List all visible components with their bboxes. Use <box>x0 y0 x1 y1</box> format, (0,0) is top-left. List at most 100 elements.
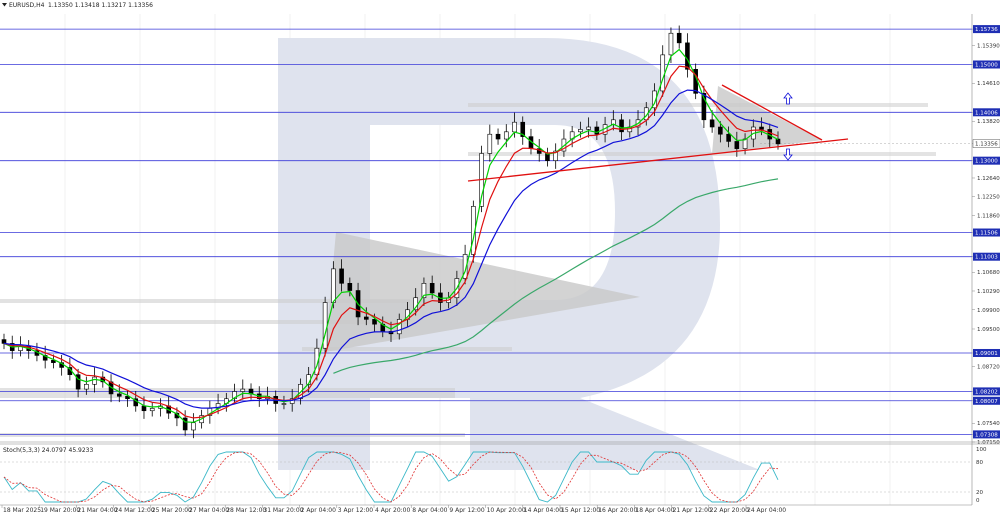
ma-slow-line <box>3 89 779 409</box>
time-tick-label: 3 Apr 12:00 <box>338 507 373 513</box>
candle-body <box>396 319 402 335</box>
level-label-box <box>973 108 1000 117</box>
candle-body <box>462 254 468 279</box>
time-tick-label: 4 Apr 20:00 <box>375 507 410 513</box>
level-label-box <box>973 60 1000 69</box>
price-tick-label: 1.11860 <box>977 213 1000 219</box>
candle-body <box>553 150 558 161</box>
level-label-text: 1.11506 <box>975 231 998 237</box>
candle-body <box>652 90 657 109</box>
candle-body <box>709 119 715 128</box>
level-label-text: 1.07308 <box>975 432 998 438</box>
level-label-box <box>973 25 1000 34</box>
consolidation-triangle-right <box>712 86 822 154</box>
stoch-label: Stoch(5,3,3) 24.0797 45.9233 <box>3 447 94 454</box>
ma-mid-line <box>3 65 779 419</box>
level-label-box <box>973 252 1000 261</box>
time-tick-label: 2 Apr 04:00 <box>301 507 336 513</box>
price-tick-label: 1.08720 <box>977 364 1000 370</box>
consolidation-triangle-left <box>325 232 640 352</box>
candle-body <box>660 54 666 92</box>
level-label-text: 1.11003 <box>975 255 998 261</box>
candle-body <box>182 417 188 431</box>
level-label-text: 1.15736 <box>975 27 998 33</box>
triangle-down-icon[interactable] <box>2 3 7 7</box>
current-price-box <box>972 139 1000 148</box>
level-label-box <box>973 387 1000 396</box>
candle-body <box>676 32 682 44</box>
candle-body <box>718 126 723 135</box>
price-tick-label: 1.12640 <box>977 176 1000 182</box>
stoch-scale-20: 20 <box>976 490 983 496</box>
level-labels: 1.15736 1.15000 1.14006 1.13000 1.11506 1.110… <box>972 25 1000 439</box>
stoch-scale-80: 80 <box>976 460 983 466</box>
level-label-text: 1.08007 <box>975 399 998 405</box>
time-tick-label: 21 Mar 04:00 <box>77 507 117 513</box>
candle-body <box>685 42 690 70</box>
candle-body <box>75 374 81 390</box>
candle-body <box>125 396 130 400</box>
level-label-box <box>973 430 1000 439</box>
ohlc-readout: 1.13350 1.13418 1.13217 1.13356 <box>48 2 153 9</box>
candle-body <box>421 283 427 299</box>
candle-body <box>512 121 517 133</box>
price-tick-label: 1.09900 <box>977 308 1000 314</box>
time-tick-label: 9 Apr 12:00 <box>449 507 484 513</box>
level-label-box <box>973 228 1000 237</box>
time-tick-label: 31 Mar 20:00 <box>263 507 303 513</box>
candle-body <box>116 393 122 397</box>
price-tick-label: 1.12250 <box>977 195 1000 201</box>
level-label-box <box>973 156 1000 165</box>
candle-body <box>701 93 707 121</box>
price-tick-label: 1.15390 <box>977 44 1000 50</box>
time-tick-label: 18 Apr 04:00 <box>635 507 674 513</box>
candle-body <box>191 422 196 431</box>
candle-body <box>92 376 97 385</box>
time-tick-label: 19 Mar 20:00 <box>40 507 80 513</box>
candle-body <box>141 405 147 412</box>
down-arrow-icon <box>783 148 793 161</box>
candle-body <box>503 131 509 140</box>
price-tick-label: 1.07540 <box>977 421 1000 427</box>
candle-body <box>149 408 155 412</box>
candle-body <box>51 359 56 363</box>
time-tick-label: 8 Apr 04:00 <box>412 507 447 513</box>
candle-body <box>240 388 246 392</box>
stoch-signal-line <box>3 451 779 503</box>
candle-body <box>586 126 591 130</box>
candle-body <box>363 316 369 320</box>
candle-body <box>726 133 731 142</box>
level-label-text: 1.15000 <box>975 62 998 68</box>
time-tick-label: 15 Apr 12:00 <box>561 507 600 513</box>
support-trendline[interactable] <box>467 138 849 182</box>
time-tick-label: 22 Apr 20:00 <box>710 507 749 513</box>
symbol-label: EURUSD,H4 <box>9 2 45 9</box>
time-tick-label: 28 Mar 12:00 <box>226 507 266 513</box>
time-tick-label: 14 Apr 04:00 <box>524 507 563 513</box>
candle-body <box>339 268 344 284</box>
price-tick-label: 1.09500 <box>977 327 1000 333</box>
level-label-text: 1.13000 <box>975 159 998 165</box>
level-label-text: 1.09001 <box>975 351 998 357</box>
candle-body <box>619 119 624 133</box>
candle-body <box>742 138 748 149</box>
candle-body <box>347 283 353 291</box>
level-label-box <box>973 348 1000 357</box>
time-tick-label: 10 Apr 20:00 <box>487 507 526 513</box>
candle-body <box>668 32 674 56</box>
resistance-trendline[interactable] <box>721 84 823 141</box>
price-tick-label: 1.13820 <box>977 119 1000 125</box>
stoch-scale-100: 100 <box>976 447 987 453</box>
moving-averages <box>3 48 779 423</box>
time-tick-label: 18 Mar 2025 <box>3 507 41 513</box>
price-tick-label: 1.14610 <box>977 81 1000 87</box>
candle-body <box>594 126 600 135</box>
ma-fast-line <box>3 48 779 423</box>
time-tick-label: 24 Mar 12:00 <box>115 507 155 513</box>
candle-body <box>495 133 501 140</box>
candle-body <box>759 126 764 130</box>
candle-body <box>232 391 237 400</box>
time-tick-label: 25 Mar 20:00 <box>152 507 192 513</box>
